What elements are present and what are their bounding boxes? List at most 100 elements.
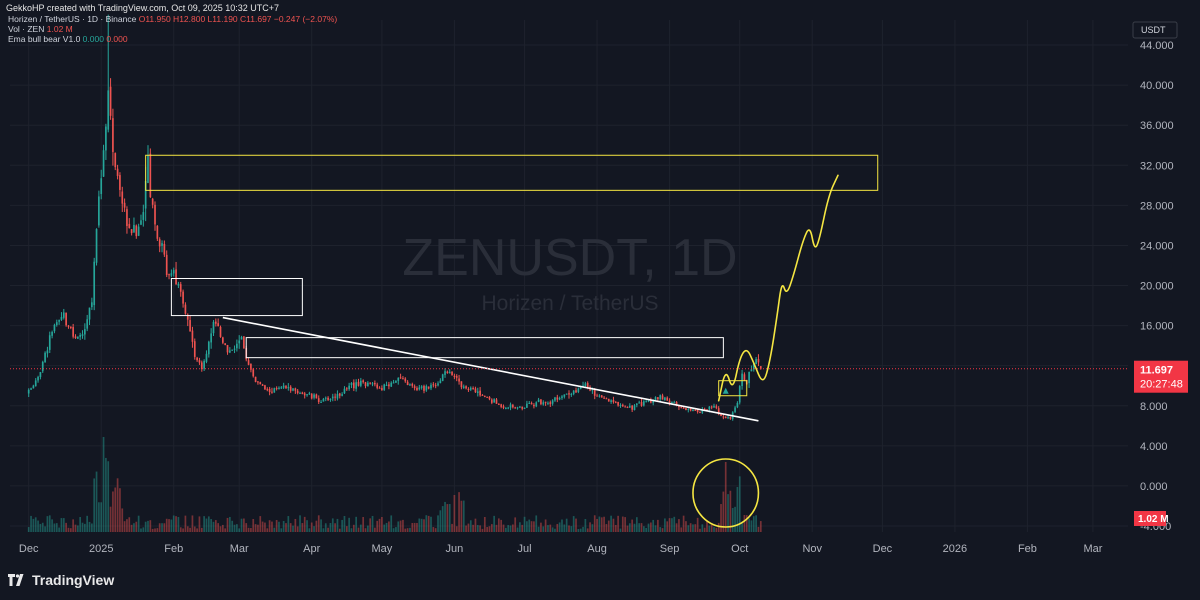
- candle-body: [48, 335, 51, 350]
- candle-body: [495, 399, 498, 404]
- volume-bar: [154, 528, 156, 532]
- volume-bar: [179, 527, 182, 532]
- volume-bar: [58, 527, 60, 532]
- volume-bar: [352, 524, 355, 532]
- volume-bar: [640, 523, 643, 532]
- currency-box[interactable]: USDT: [1132, 21, 1178, 39]
- x-tick-label: Sep: [660, 543, 680, 555]
- volume-bar: [628, 523, 631, 532]
- volume-bar: [84, 523, 86, 532]
- legend-main[interactable]: Horizen / TetherUS · 1D · Binance O11.95…: [8, 14, 337, 24]
- volume-bar: [205, 518, 208, 532]
- legend-volume[interactable]: Vol · ZEN 1.02 M: [8, 24, 337, 34]
- volume-bar: [285, 523, 287, 532]
- tradingview-brand[interactable]: TradingView: [8, 572, 114, 588]
- candle-body: [317, 398, 320, 402]
- volume-bar: [114, 487, 117, 532]
- volume-bar: [675, 523, 678, 532]
- created-by-line: GekkoHP created with TradingView.com, Oc…: [6, 3, 280, 13]
- volume-bar: [668, 518, 671, 532]
- candle-body: [261, 384, 264, 386]
- candle-body: [240, 336, 243, 340]
- candle-body: [547, 402, 549, 404]
- volume-bar: [458, 492, 460, 532]
- candle-body: [434, 385, 437, 387]
- candle-body: [575, 390, 577, 393]
- volume-bar: [172, 515, 175, 532]
- volume-bar: [116, 478, 119, 532]
- volume-bar: [474, 518, 477, 532]
- x-tick-label: Nov: [802, 543, 822, 555]
- volume-bar: [755, 515, 757, 532]
- volume-bar: [423, 519, 425, 532]
- candle-body: [58, 320, 60, 322]
- candle-body: [502, 406, 505, 408]
- volume-bar: [137, 515, 140, 532]
- candle-body: [551, 400, 554, 404]
- candle-body: [678, 406, 680, 408]
- candle-body: [610, 400, 612, 402]
- candle-body: [345, 388, 348, 390]
- volume-bar: [671, 518, 673, 532]
- candle-body: [624, 406, 626, 408]
- symbol-line: Horizen / TetherUS · 1D · Binance: [8, 14, 137, 24]
- volume-bar: [317, 515, 320, 532]
- volume-bar: [355, 516, 358, 532]
- x-tick-label: May: [371, 543, 392, 555]
- volume-bar: [381, 516, 383, 532]
- volume-bar: [292, 525, 294, 532]
- candle-body: [296, 390, 299, 394]
- candle-body: [65, 312, 67, 326]
- x-tick-label: Mar: [230, 543, 249, 555]
- volume-bar: [334, 523, 336, 532]
- y-tick-label: 24.000: [1140, 240, 1174, 252]
- candle-body: [390, 382, 393, 387]
- volume-bar: [55, 523, 58, 532]
- volume-bar: [93, 478, 96, 532]
- candle-body: [142, 212, 145, 220]
- candle-body: [229, 350, 231, 353]
- volume-bar: [48, 515, 51, 532]
- candle-body: [593, 389, 596, 396]
- candle-body: [98, 196, 100, 226]
- candle-body: [598, 395, 601, 397]
- volume-bar: [530, 521, 533, 532]
- candle-body: [437, 383, 439, 386]
- candle-body: [752, 363, 755, 370]
- candle-body: [217, 323, 220, 327]
- candle-body: [451, 371, 453, 376]
- volume-bar: [268, 520, 271, 532]
- candle-body: [250, 363, 252, 370]
- candle-body: [271, 391, 273, 393]
- candle-body: [476, 391, 479, 394]
- volume-bar: [752, 516, 755, 532]
- x-axis: Dec 2025 Feb Mar Apr May Jun Jul Aug Sep Oct Nov Dec…: [19, 543, 1103, 555]
- candle-body: [72, 327, 74, 337]
- volume-bar: [74, 524, 77, 532]
- volume-bar: [331, 518, 334, 532]
- volume-bar: [404, 528, 407, 532]
- volume-bar: [112, 491, 114, 532]
- candle-body: [399, 377, 402, 379]
- resistance-zone: [145, 154, 879, 191]
- candle-body: [348, 385, 350, 390]
- candle-body: [413, 386, 416, 389]
- volume-bar: [495, 524, 498, 532]
- volume-bar: [175, 516, 177, 532]
- volume-bar: [551, 527, 554, 532]
- candle-body: [292, 388, 294, 391]
- volume-bar: [289, 523, 292, 532]
- candle-body: [369, 382, 372, 384]
- volume-bar: [502, 524, 505, 532]
- volume-bar: [708, 525, 711, 532]
- candle-body: [168, 274, 170, 276]
- volume-bar: [605, 524, 608, 532]
- candle-body: [257, 381, 259, 383]
- legend-ema[interactable]: Ema bull bear V1.0 0.000 0.000: [8, 34, 337, 44]
- candle-body: [689, 408, 692, 411]
- candle-body: [371, 383, 374, 385]
- candle-body: [537, 399, 540, 402]
- volume-bar: [692, 524, 694, 532]
- volume-bar: [633, 523, 636, 532]
